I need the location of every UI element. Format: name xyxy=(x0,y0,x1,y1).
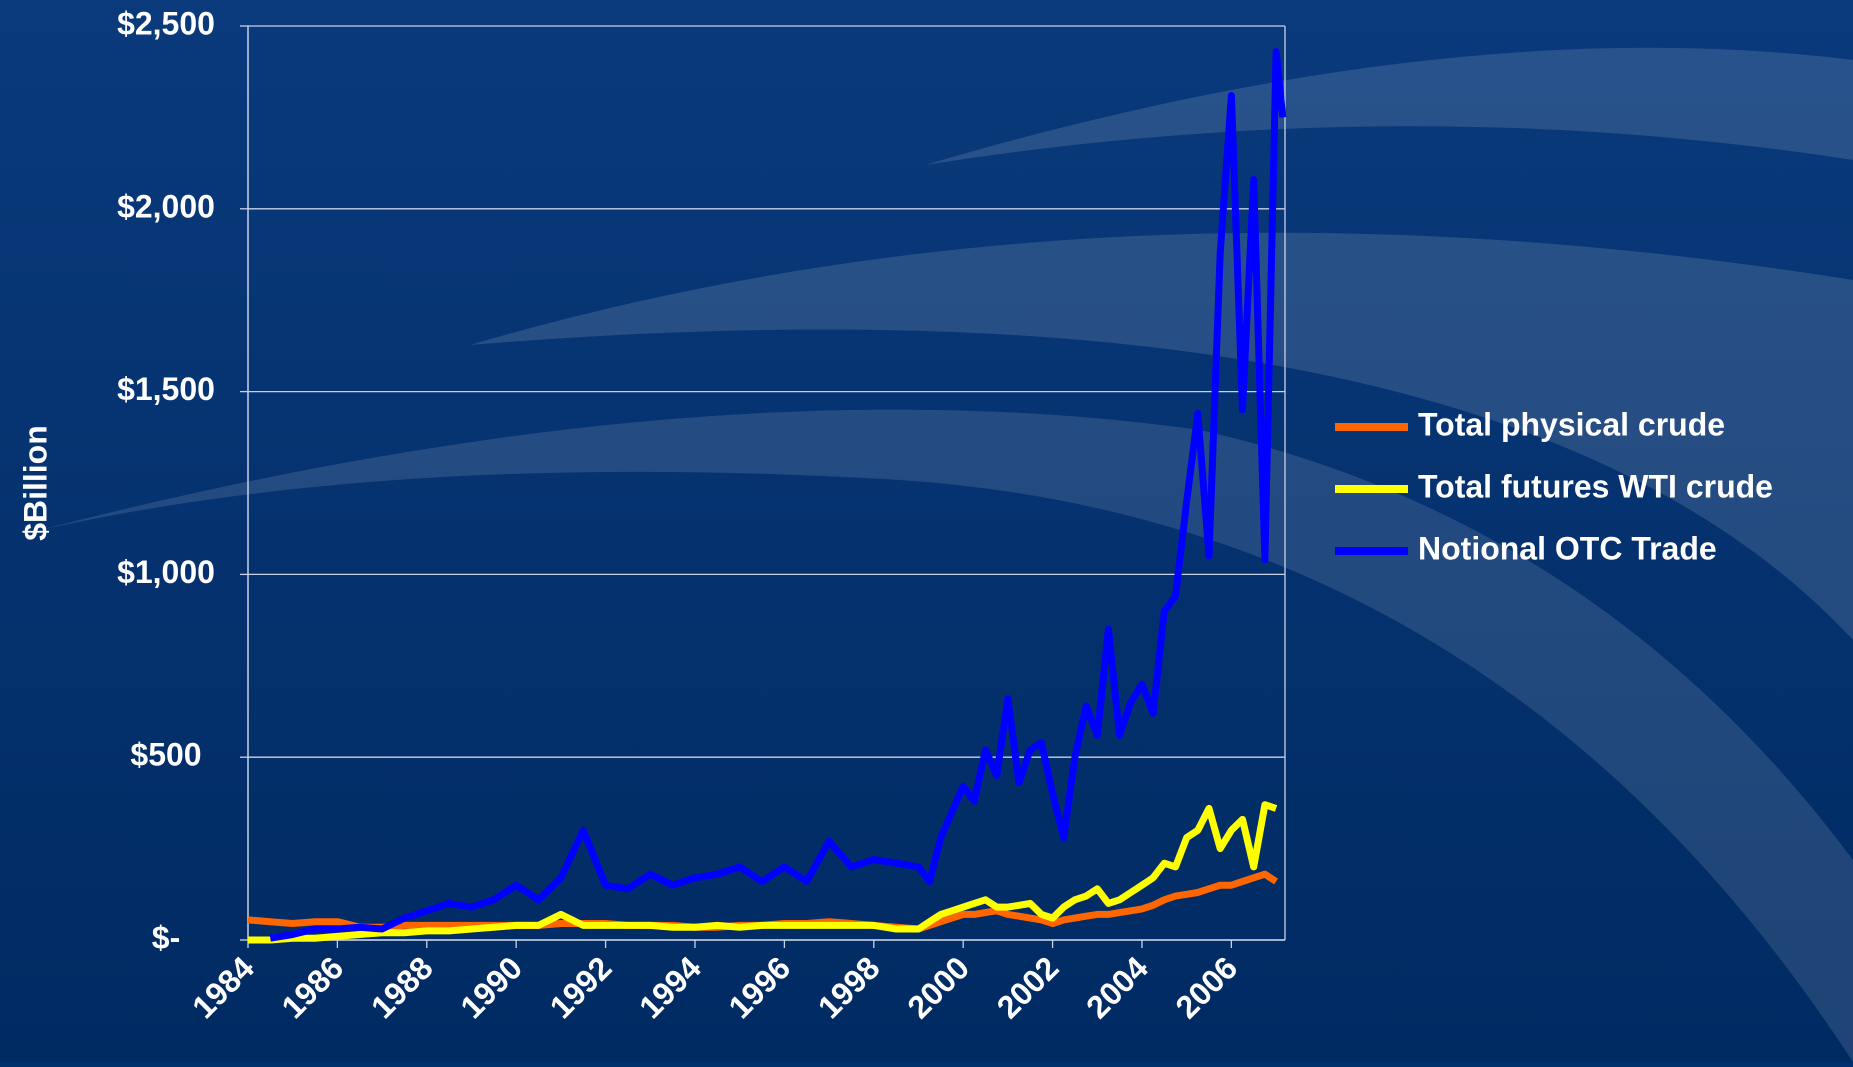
legend-label: Total physical crude xyxy=(1418,406,1725,442)
swoosh xyxy=(40,409,1853,1062)
y-axis-label: $Billion xyxy=(17,425,53,541)
y-tick-label: $- xyxy=(152,919,180,955)
y-tick-label: $2,500 xyxy=(117,5,215,41)
swoosh xyxy=(470,232,1853,640)
series-line xyxy=(269,48,1287,942)
y-tick-label: $1,500 xyxy=(117,371,215,407)
swoosh xyxy=(925,47,1853,165)
y-tick-label: $2,000 xyxy=(117,188,215,224)
legend-label: Total futures WTI crude xyxy=(1418,468,1773,504)
series-line xyxy=(248,801,1278,944)
y-tick-label: $500 xyxy=(130,737,201,773)
y-tick-label: $1,000 xyxy=(117,554,215,590)
legend-label: Notional OTC Trade xyxy=(1418,530,1717,566)
